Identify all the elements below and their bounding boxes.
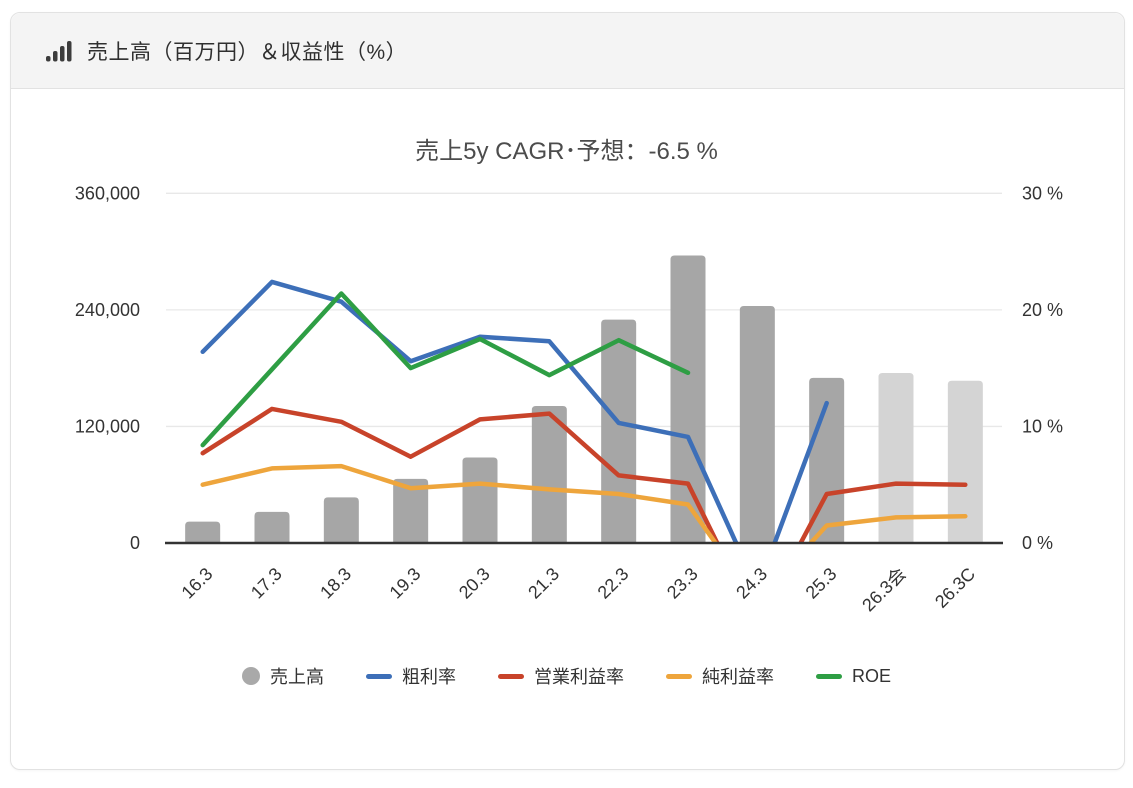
legend-item-粗利率[interactable]: 粗利率 xyxy=(365,663,456,689)
legend-item-純利益率[interactable]: 純利益率 xyxy=(665,663,774,689)
legend-label: 売上高 xyxy=(269,667,324,687)
legend-label: 粗利率 xyxy=(401,667,456,687)
legend-label: ROE xyxy=(851,665,891,686)
legend-item-売上高[interactable]: 売上高 xyxy=(241,663,324,689)
legend-line-marker-icon xyxy=(665,673,692,679)
legend-line-marker-icon xyxy=(815,673,842,679)
legend-item-ROE[interactable]: ROE xyxy=(815,665,891,687)
card-header: 売上高（百万円）＆収益性（%） xyxy=(11,13,1124,89)
legend-label: 純利益率 xyxy=(701,667,774,687)
legend-item-営業利益率[interactable]: 営業利益率 xyxy=(497,663,624,689)
legend-circle-marker-icon xyxy=(241,667,260,685)
chart-title: 売上5y CAGR･予想：-6.5 % xyxy=(415,138,718,165)
legend-line-marker-icon xyxy=(365,673,392,679)
chart-card: 売上高（百万円）＆収益性（%） xyxy=(10,12,1125,770)
legend-line-marker-icon xyxy=(497,673,524,679)
widget-title: 売上高（百万円）＆収益性（%） xyxy=(87,40,408,64)
bar-signal-icon xyxy=(45,38,75,64)
legend-label: 営業利益率 xyxy=(533,667,624,687)
chart-legend: 売上高 粗利率 営業利益率 純利益率 ROE xyxy=(0,663,1133,689)
